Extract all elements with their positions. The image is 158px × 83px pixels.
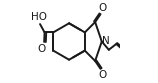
Text: O: O — [38, 44, 46, 54]
Text: N: N — [102, 36, 110, 46]
Text: O: O — [98, 3, 107, 13]
Text: O: O — [98, 70, 107, 80]
Text: HO: HO — [31, 12, 47, 22]
